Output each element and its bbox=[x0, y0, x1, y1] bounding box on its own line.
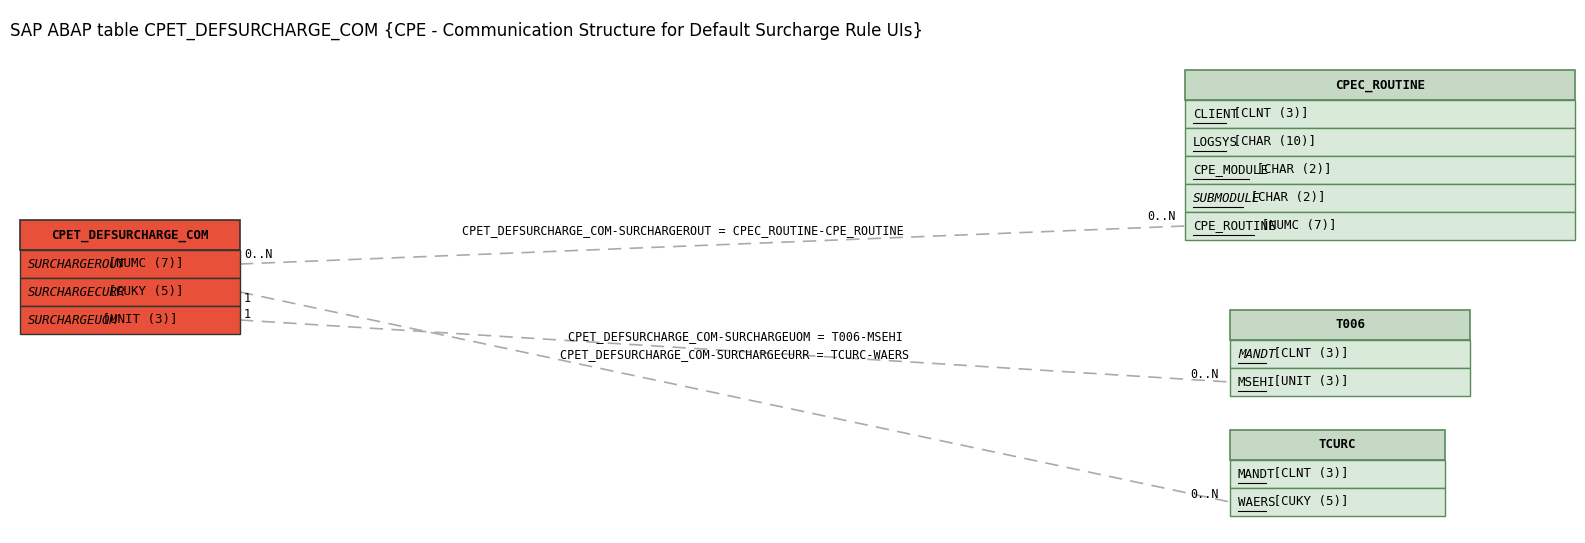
Text: CPE_ROUTINE: CPE_ROUTINE bbox=[1194, 219, 1276, 232]
Text: CPEC_ROUTINE: CPEC_ROUTINE bbox=[1335, 79, 1425, 92]
Bar bbox=[1230, 368, 1469, 396]
Text: 0..N: 0..N bbox=[1148, 210, 1176, 223]
Bar bbox=[1186, 70, 1575, 100]
Bar bbox=[21, 220, 239, 250]
Text: [CLNT (3)]: [CLNT (3)] bbox=[1227, 108, 1309, 121]
Bar bbox=[1186, 184, 1575, 212]
Bar bbox=[1230, 340, 1469, 368]
Text: [CHAR (2)]: [CHAR (2)] bbox=[1249, 163, 1331, 176]
Text: MANDT: MANDT bbox=[1238, 468, 1276, 481]
Text: [CLNT (3)]: [CLNT (3)] bbox=[1266, 348, 1349, 361]
Text: SUBMODULE: SUBMODULE bbox=[1194, 192, 1260, 205]
Text: [CUKY (5)]: [CUKY (5)] bbox=[100, 286, 182, 299]
Text: SURCHARGEUOM: SURCHARGEUOM bbox=[29, 313, 117, 326]
Bar bbox=[1186, 100, 1575, 128]
Bar bbox=[1186, 212, 1575, 240]
Text: CLIENT: CLIENT bbox=[1194, 108, 1238, 121]
Text: MANDT: MANDT bbox=[1238, 348, 1276, 361]
Text: CPE_MODULE: CPE_MODULE bbox=[1194, 163, 1268, 176]
Bar bbox=[21, 250, 239, 278]
Bar bbox=[1230, 310, 1469, 340]
Text: SURCHARGEROUT: SURCHARGEROUT bbox=[29, 257, 125, 270]
Text: SURCHARGECURR: SURCHARGECURR bbox=[29, 286, 125, 299]
Text: T006: T006 bbox=[1335, 319, 1365, 331]
Text: CPET_DEFSURCHARGE_COM-SURCHARGEROUT = CPEC_ROUTINE-CPE_ROUTINE: CPET_DEFSURCHARGE_COM-SURCHARGEROUT = CP… bbox=[461, 224, 903, 237]
Text: [CLNT (3)]: [CLNT (3)] bbox=[1266, 468, 1349, 481]
Text: [NUMC (7)]: [NUMC (7)] bbox=[1254, 219, 1336, 232]
Text: CPET_DEFSURCHARGE_COM-SURCHARGEUOM = T006-MSEHI: CPET_DEFSURCHARGE_COM-SURCHARGEUOM = T00… bbox=[567, 330, 902, 343]
Text: [CHAR (2)]: [CHAR (2)] bbox=[1243, 192, 1325, 205]
Text: LOGSYS: LOGSYS bbox=[1194, 136, 1238, 148]
Text: 1: 1 bbox=[244, 307, 250, 320]
Bar bbox=[1186, 156, 1575, 184]
Text: [NUMC (7)]: [NUMC (7)] bbox=[100, 257, 182, 270]
Text: CPET_DEFSURCHARGE_COM: CPET_DEFSURCHARGE_COM bbox=[51, 229, 209, 242]
Text: [CHAR (10)]: [CHAR (10)] bbox=[1227, 136, 1317, 148]
Text: 0..N: 0..N bbox=[1190, 488, 1219, 501]
Bar bbox=[21, 306, 239, 334]
Bar bbox=[1230, 430, 1446, 460]
Text: [UNIT (3)]: [UNIT (3)] bbox=[95, 313, 178, 326]
Bar bbox=[21, 278, 239, 306]
Text: 0..N: 0..N bbox=[244, 248, 273, 261]
Text: SAP ABAP table CPET_DEFSURCHARGE_COM {CPE - Communication Structure for Default : SAP ABAP table CPET_DEFSURCHARGE_COM {CP… bbox=[10, 22, 922, 40]
Text: [UNIT (3)]: [UNIT (3)] bbox=[1266, 376, 1349, 388]
Text: 1: 1 bbox=[244, 292, 250, 305]
Text: WAERS: WAERS bbox=[1238, 496, 1276, 508]
Text: CPET_DEFSURCHARGE_COM-SURCHARGECURR = TCURC-WAERS: CPET_DEFSURCHARGE_COM-SURCHARGECURR = TC… bbox=[561, 348, 910, 361]
Text: TCURC: TCURC bbox=[1319, 439, 1357, 451]
Bar bbox=[1230, 488, 1446, 516]
Text: [CUKY (5)]: [CUKY (5)] bbox=[1266, 496, 1349, 508]
Text: 0..N: 0..N bbox=[1190, 368, 1219, 381]
Bar bbox=[1230, 460, 1446, 488]
Bar bbox=[1186, 128, 1575, 156]
Text: MSEHI: MSEHI bbox=[1238, 376, 1276, 388]
